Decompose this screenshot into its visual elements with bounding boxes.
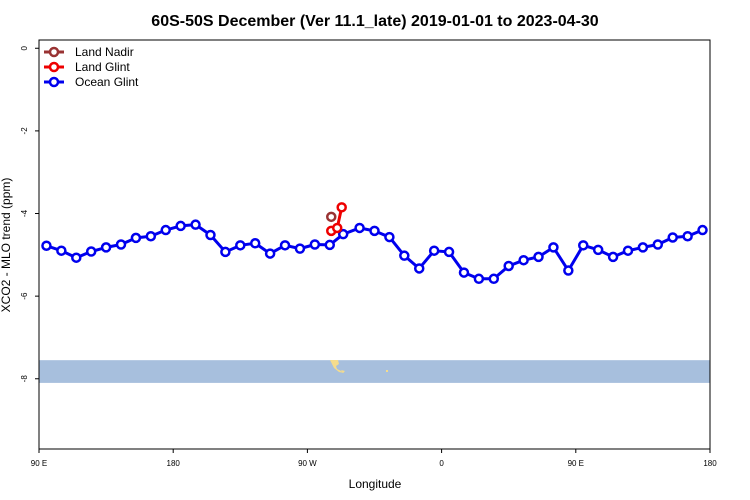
series-land-glint (326, 202, 347, 237)
data-point-ocean-glint (578, 240, 589, 251)
x-tick-label: 0 (439, 459, 444, 468)
data-point-ocean-glint (488, 273, 500, 285)
data-point-ocean-glint (249, 238, 261, 249)
data-point-ocean-glint (667, 232, 678, 243)
chart-title: 60S-50S December (Ver 11.1_late) 2019-01… (151, 13, 599, 30)
data-point-ocean-glint (309, 239, 321, 250)
plot-frame (38, 39, 711, 450)
data-point-ocean-glint (85, 246, 97, 257)
legend-swatch-marker (48, 61, 60, 73)
data-point-ocean-glint (41, 240, 52, 251)
data-point-ocean-glint (115, 239, 127, 250)
landmass-south-america-tip (341, 370, 345, 373)
legend-item-ocean-glint: Ocean Glint (44, 75, 139, 89)
data-point-ocean-glint (190, 219, 201, 230)
data-point-ocean-glint (637, 242, 649, 253)
series-land-nadir (326, 211, 337, 223)
data-point-ocean-glint (503, 260, 514, 272)
x-tick-label: 90 E (31, 459, 47, 468)
data-point-ocean-glint (518, 254, 529, 266)
data-point-ocean-glint (324, 239, 336, 251)
data-point-ocean-glint (220, 246, 231, 258)
x-tick-label: 90 W (298, 459, 317, 468)
landmass-south-america-tip (330, 360, 344, 373)
data-point-ocean-glint (413, 263, 425, 274)
map-strip (39, 360, 710, 383)
y-axis-label: XCO2 - MLO trend (ppm) (0, 178, 13, 313)
y-tick-label: -6 (20, 292, 29, 300)
data-point-ocean-glint (205, 229, 216, 241)
data-point-ocean-glint (533, 251, 544, 263)
x-tick-label: 90 E (568, 459, 584, 468)
data-point-ocean-glint (384, 231, 395, 243)
data-point-ocean-glint (235, 240, 246, 251)
x-tick-label: 180 (703, 459, 717, 468)
series-ocean-glint (41, 219, 708, 285)
y-axis: 0 -2 -4 -6 -8 (20, 45, 39, 382)
legend-swatch-marker (48, 76, 60, 88)
data-point-ocean-glint (443, 246, 455, 258)
data-point-ocean-glint (160, 224, 171, 236)
legend-label: Ocean Glint (75, 75, 139, 89)
data-point-ocean-glint (682, 230, 693, 242)
legend-item-land-glint: Land Glint (44, 60, 130, 74)
data-point-ocean-glint (337, 228, 349, 240)
data-point-ocean-glint (622, 245, 634, 256)
y-tick-label: -8 (20, 375, 29, 383)
data-point-ocean-glint (592, 244, 604, 256)
x-axis-label: Longitude (349, 477, 402, 491)
data-point-ocean-glint (279, 240, 291, 251)
data-point-ocean-glint (428, 245, 440, 256)
legend-label: Land Nadir (75, 45, 134, 59)
data-point-ocean-glint (458, 267, 470, 278)
data-point-ocean-glint (563, 265, 574, 276)
data-point-ocean-glint (175, 220, 186, 232)
data-point-ocean-glint (652, 239, 664, 250)
y-tick-label: 0 (20, 45, 29, 50)
data-point-ocean-glint (145, 230, 157, 242)
ocean-band (39, 360, 710, 383)
x-tick-label: 180 (167, 459, 181, 468)
data-point-ocean-glint (697, 224, 708, 236)
data-point-ocean-glint (607, 251, 619, 263)
data-point-ocean-glint (264, 248, 276, 259)
y-tick-label: -4 (20, 209, 29, 217)
data-point-land-glint (331, 222, 343, 234)
legend-swatch-marker (48, 46, 60, 58)
series-layer (41, 202, 708, 285)
data-point-ocean-glint (473, 273, 485, 285)
data-point-ocean-glint (369, 225, 380, 237)
data-point-land-glint (336, 202, 347, 213)
data-point-ocean-glint (130, 232, 142, 244)
data-point-ocean-glint (294, 243, 306, 254)
landmass-island (386, 370, 388, 372)
data-point-ocean-glint (100, 242, 112, 253)
data-point-ocean-glint (71, 252, 82, 263)
data-point-land-nadir (326, 211, 337, 223)
data-point-ocean-glint (354, 222, 365, 234)
data-point-ocean-glint (56, 245, 67, 256)
data-point-ocean-glint (548, 242, 559, 253)
y-tick-label: -2 (20, 127, 29, 135)
legend-label: Land Glint (75, 60, 130, 74)
legend-item-land-nadir: Land Nadir (44, 45, 134, 59)
data-point-ocean-glint (399, 250, 410, 261)
x-axis: 90 E 180 90 W 0 90 E 180 (31, 449, 717, 468)
